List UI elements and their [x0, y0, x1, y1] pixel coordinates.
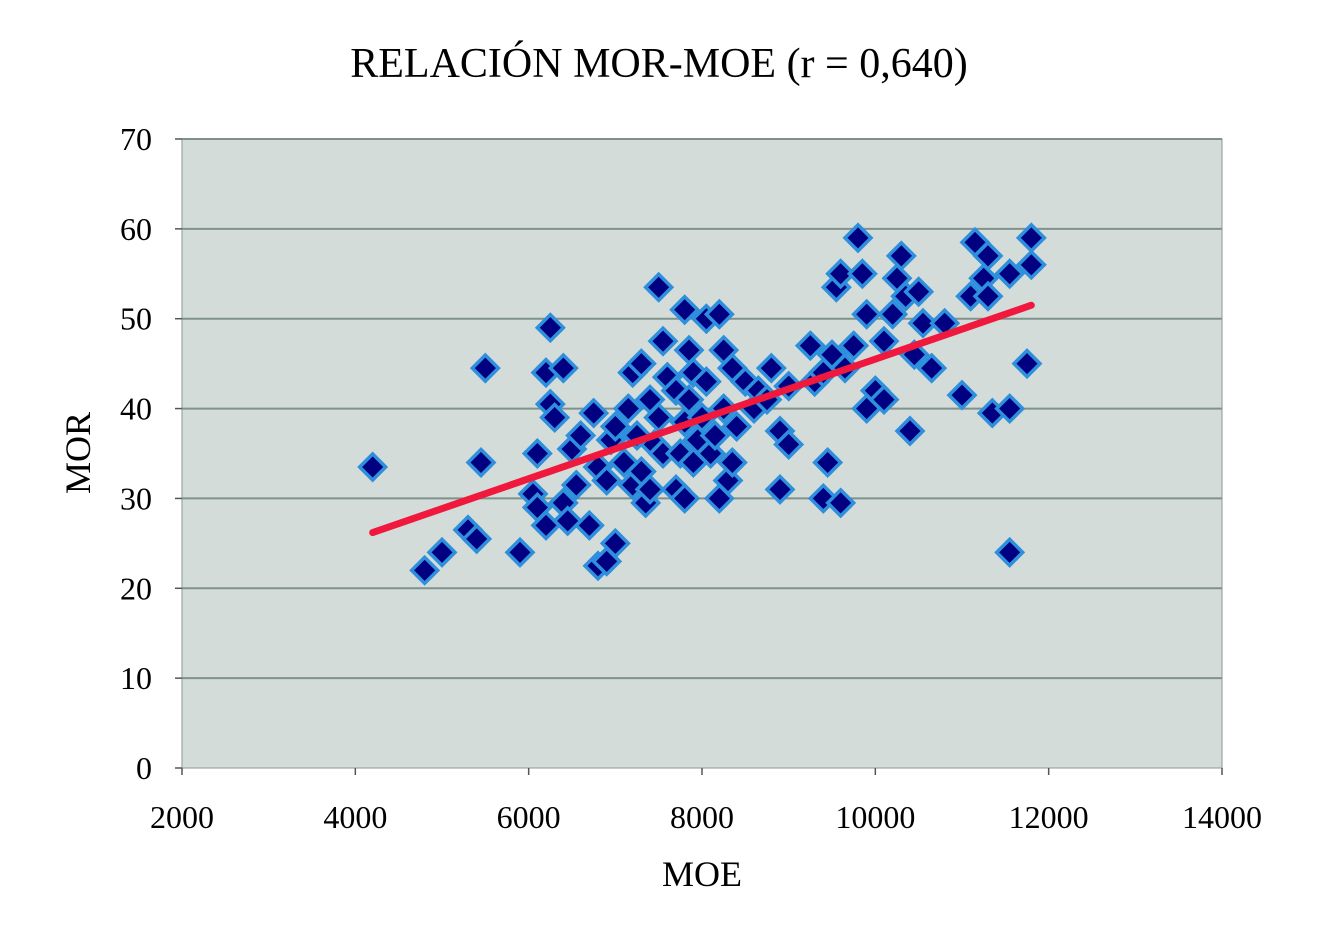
x-tick-label: 6000: [497, 799, 561, 835]
data-point: [560, 469, 592, 501]
data-point: [599, 527, 631, 559]
data-point: [539, 402, 571, 434]
y-tick-label: 70: [120, 121, 152, 157]
data-point: [877, 298, 909, 330]
data-point: [773, 429, 805, 460]
data-point: [703, 298, 735, 330]
x-tick-label: 10000: [835, 799, 915, 835]
chart-title: RELACIÓN MOR-MOE (r = 0,640): [350, 40, 967, 87]
data-point: [643, 271, 675, 303]
data-point: [825, 258, 857, 290]
y-tick-label: 60: [120, 211, 152, 247]
data-point: [885, 240, 917, 272]
data-point: [838, 330, 870, 362]
data-point: [612, 393, 644, 425]
data-point: [868, 384, 900, 416]
data-point: [647, 325, 679, 357]
data-point: [764, 473, 796, 505]
data-point: [721, 411, 753, 443]
trend-line: [369, 301, 1035, 537]
data-point: [994, 393, 1026, 425]
data-point: [1011, 348, 1043, 380]
data-point: [894, 415, 926, 447]
data-point: [634, 473, 666, 505]
x-tick-label: 4000: [323, 799, 387, 835]
y-axis-label: MOR: [58, 412, 98, 494]
data-point: [409, 554, 441, 586]
y-tick-label: 10: [120, 660, 152, 696]
x-tick-label: 14000: [1182, 799, 1262, 835]
data-point: [846, 258, 878, 290]
data-point: [946, 379, 978, 411]
data-point: [521, 438, 553, 469]
data-point: [972, 240, 1004, 272]
data-point: [994, 536, 1026, 568]
y-tick-label: 0: [136, 750, 152, 786]
data-point: [591, 464, 623, 496]
data-point: [716, 447, 748, 478]
y-tick-label: 30: [120, 480, 152, 516]
data-point: [851, 298, 883, 330]
data-point: [812, 447, 844, 478]
data-point: [573, 509, 605, 541]
data-point: [673, 384, 705, 416]
data-point: [426, 536, 458, 568]
data-point: [469, 352, 501, 384]
data-point: [690, 366, 722, 398]
data-point: [825, 487, 857, 519]
y-tick-label: 40: [120, 391, 152, 427]
data-point: [565, 420, 597, 452]
x-tick-label: 8000: [670, 799, 734, 835]
data-point: [357, 451, 389, 483]
data-point: [1015, 249, 1047, 281]
data-point: [547, 352, 579, 384]
data-point: [465, 447, 497, 478]
x-tick-label: 2000: [150, 799, 214, 835]
data-point: [907, 307, 939, 339]
data-point: [699, 420, 731, 452]
data-point: [669, 482, 701, 514]
data-point: [842, 222, 874, 254]
data-point: [903, 276, 935, 308]
x-axis-label: MOE: [662, 854, 742, 894]
data-point: [794, 330, 826, 362]
x-tick-label: 12000: [1009, 799, 1089, 835]
data-point: [461, 523, 493, 555]
y-tick-label: 50: [120, 301, 152, 337]
y-tick-label: 20: [120, 570, 152, 606]
data-point: [1015, 222, 1047, 254]
data-point: [994, 258, 1026, 290]
data-point: [599, 411, 631, 443]
data-point: [552, 505, 584, 537]
data-point: [625, 348, 657, 380]
data-point: [504, 536, 536, 568]
data-point: [916, 352, 948, 384]
data-point: [578, 397, 610, 429]
data-point: [669, 294, 701, 326]
data-point: [972, 280, 1004, 312]
data-point: [755, 352, 787, 384]
data-point: [534, 312, 566, 344]
